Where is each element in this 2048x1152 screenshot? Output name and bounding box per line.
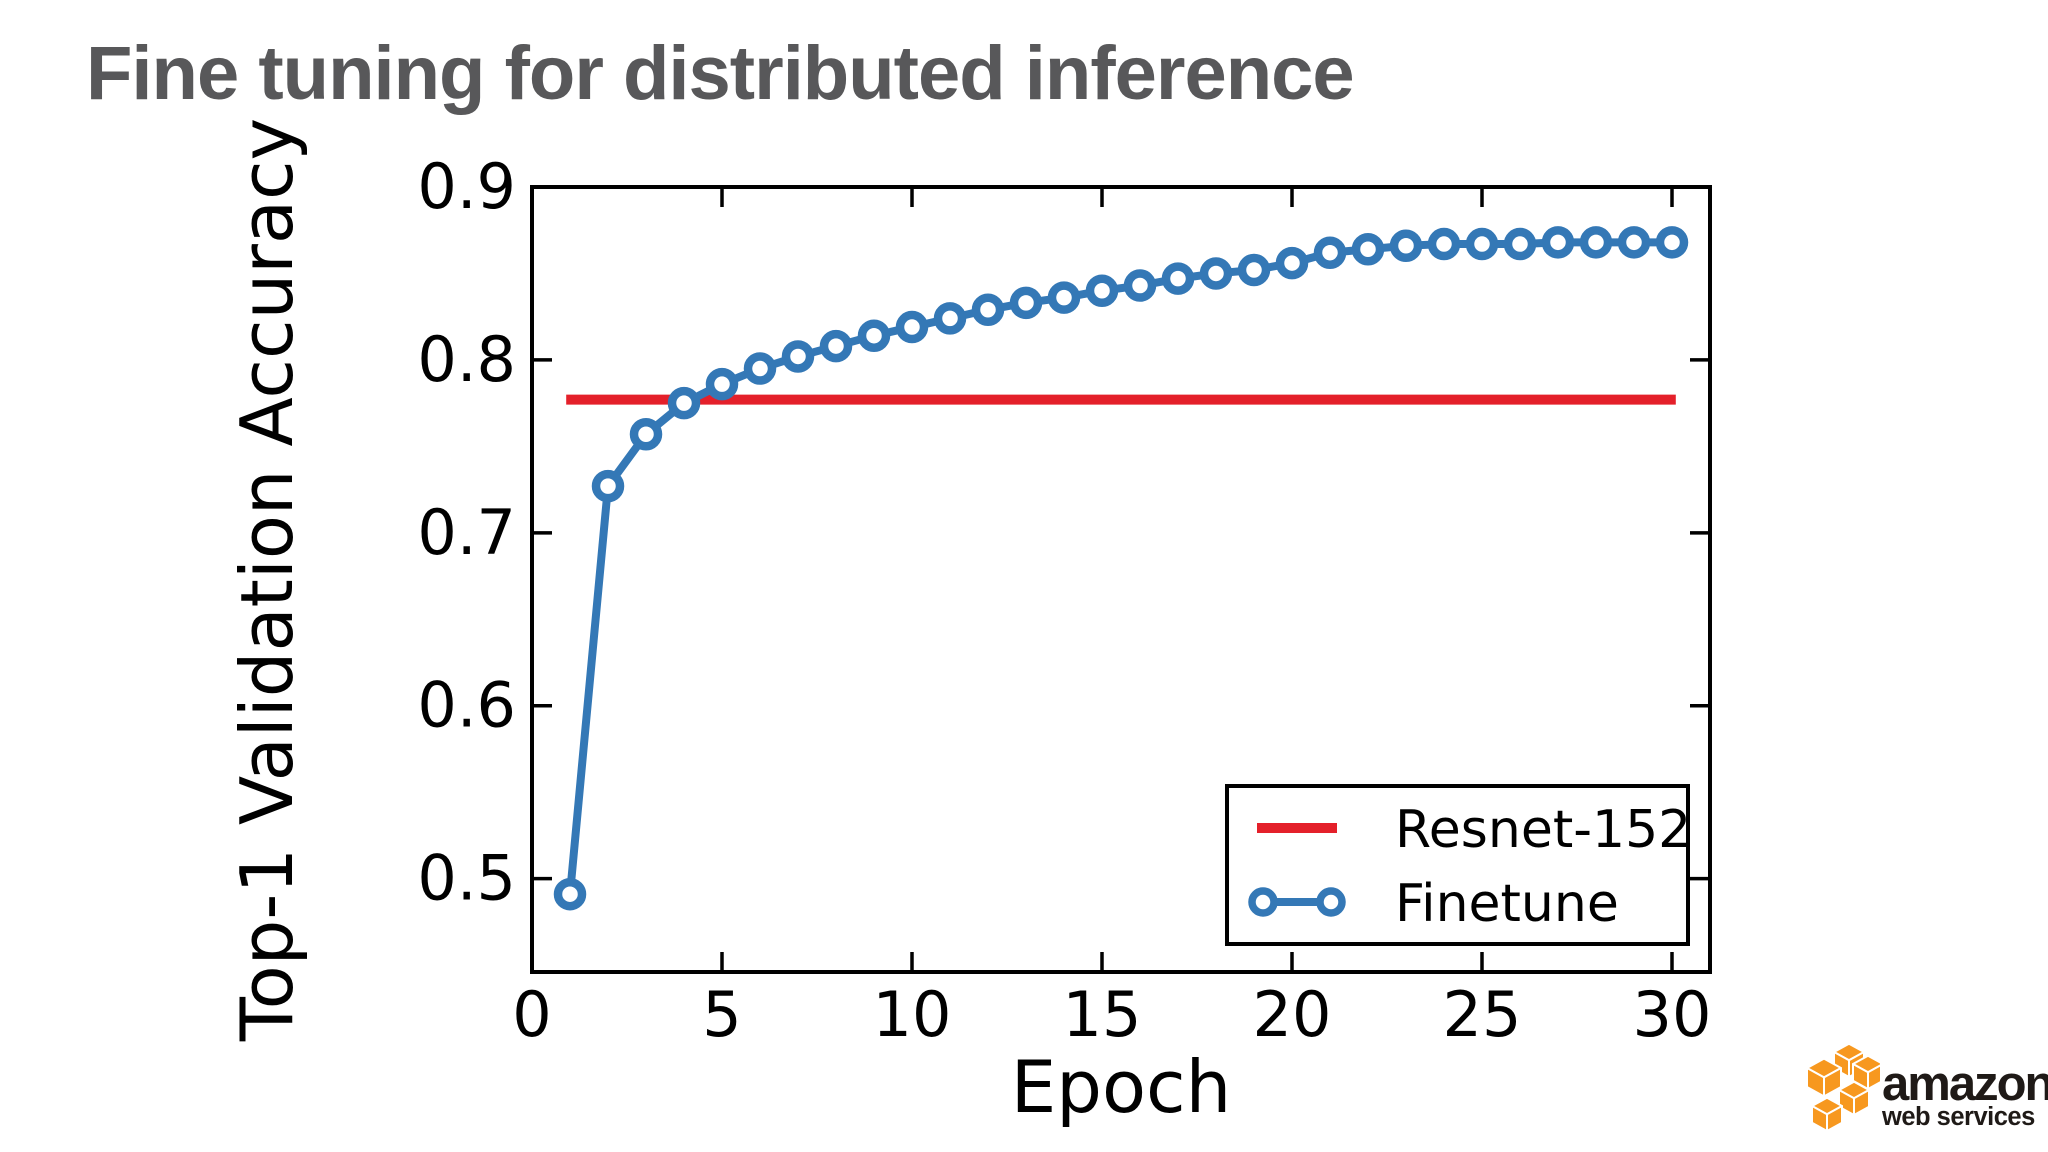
legend-box xyxy=(1225,784,1690,946)
finetune-marker xyxy=(629,418,663,451)
finetune-marker xyxy=(1085,274,1119,307)
finetune-marker xyxy=(1579,226,1613,259)
finetune-marker xyxy=(1047,281,1081,314)
finetune-marker xyxy=(857,319,891,352)
finetune-marker xyxy=(553,877,587,911)
finetune-marker xyxy=(1161,262,1195,295)
legend-label-resnet: Resnet-152 xyxy=(1395,800,1691,860)
aws-cube xyxy=(1833,1042,1865,1079)
aws-cube xyxy=(1838,1080,1870,1117)
finetune-marker xyxy=(1541,226,1575,259)
x-tick-label: 20 xyxy=(1253,978,1332,1051)
finetune-marker xyxy=(1199,257,1233,290)
finetune-marker xyxy=(1427,227,1461,261)
legend-marker-finetune xyxy=(1316,887,1346,917)
finetune-marker xyxy=(705,367,739,401)
finetune-marker xyxy=(1655,226,1689,259)
x-tick-label: 30 xyxy=(1633,978,1712,1051)
x-tick-label: 10 xyxy=(873,978,952,1051)
finetune-marker xyxy=(1503,227,1537,261)
y-tick-label: 0.8 xyxy=(417,323,516,396)
finetune-marker xyxy=(1237,253,1271,287)
finetune-marker xyxy=(1389,229,1423,263)
finetune-marker xyxy=(1617,226,1651,259)
finetune-marker xyxy=(1009,286,1043,320)
aws-logo: amazon web services xyxy=(1802,1038,2048,1148)
page-title: Fine tuning for distributed inference xyxy=(86,31,1355,116)
finetune-marker xyxy=(819,329,853,363)
finetune-marker xyxy=(1123,269,1157,302)
aws-cube-face xyxy=(1823,1067,1842,1098)
aws-cube xyxy=(1806,1057,1842,1098)
aws-cube-face xyxy=(1853,1089,1870,1117)
finetune-marker xyxy=(591,469,625,503)
aws-logo-text: amazon web services xyxy=(1882,1057,2048,1132)
finetune-marker xyxy=(781,340,815,373)
axes-frame xyxy=(530,185,1712,974)
x-tick-label: 25 xyxy=(1443,978,1522,1051)
aws-logo-amazon: amazon xyxy=(1882,1057,2048,1111)
y-tick-label: 0.5 xyxy=(417,842,516,915)
finetune-marker xyxy=(1465,227,1499,261)
y-tick-label: 0.7 xyxy=(417,496,516,569)
finetune-marker xyxy=(1351,232,1385,266)
aws-logo-webservices: web services xyxy=(1882,1103,2035,1132)
finetune-marker xyxy=(1313,236,1347,269)
x-axis-label: Epoch xyxy=(1011,1045,1231,1129)
y-tick-label: 0.9 xyxy=(417,150,516,223)
finetune-marker xyxy=(1275,246,1309,280)
legend-label-finetune: Finetune xyxy=(1395,874,1619,934)
aws-cube xyxy=(1811,1096,1843,1133)
x-tick-label: 0 xyxy=(512,978,551,1051)
finetune-marker xyxy=(895,310,929,344)
aws-cube-face xyxy=(1826,1105,1843,1133)
finetune-marker xyxy=(971,293,1005,327)
finetune-marker xyxy=(933,302,967,335)
y-axis-label: Top-1 Validation Accuracy xyxy=(225,118,309,1042)
x-tick-label: 15 xyxy=(1063,978,1142,1051)
finetune-marker xyxy=(743,352,777,385)
y-tick-label: 0.6 xyxy=(417,669,516,742)
x-tick-label: 5 xyxy=(702,978,741,1051)
aws-cubes-icon xyxy=(1806,1042,1880,1133)
finetune-marker xyxy=(667,386,701,420)
legend-marker-finetune xyxy=(1248,887,1278,917)
